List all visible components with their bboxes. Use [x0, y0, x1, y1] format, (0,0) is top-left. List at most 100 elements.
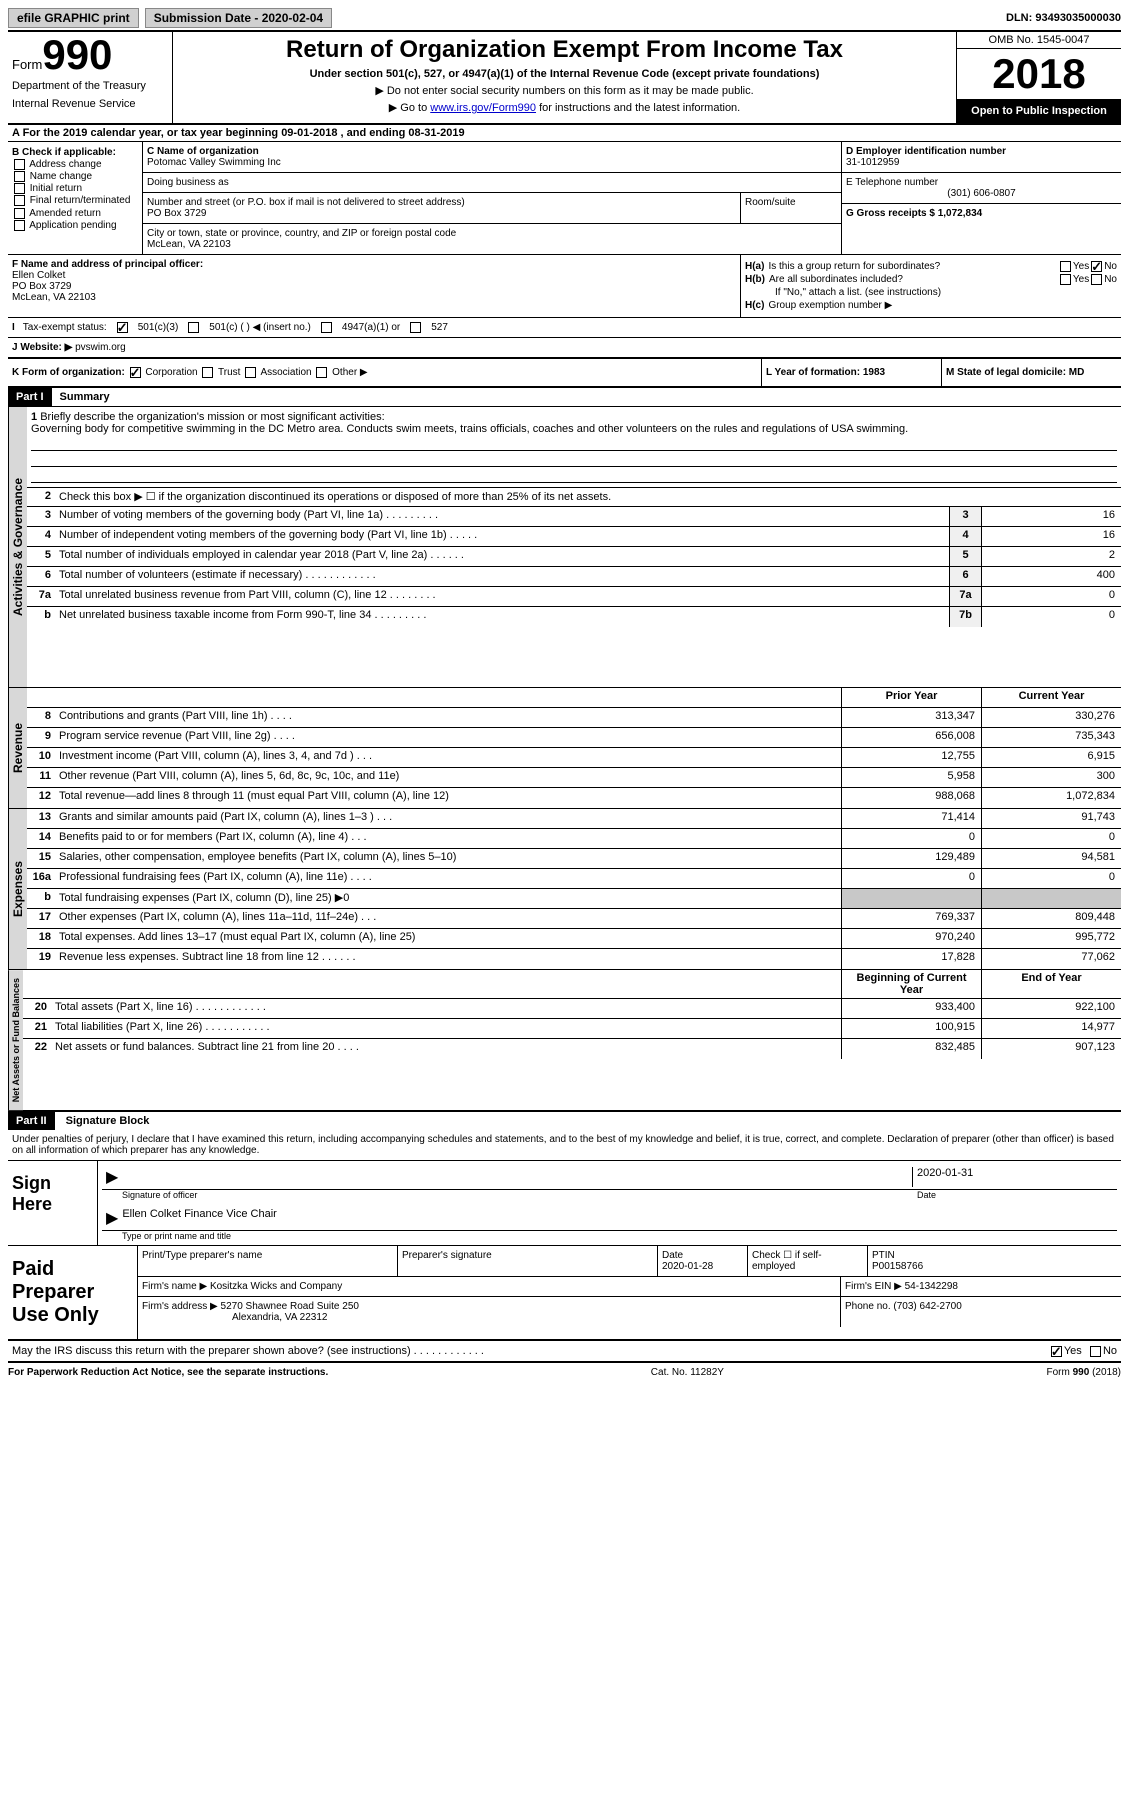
- phone-value: (301) 606-0807: [846, 188, 1117, 199]
- self-employed-check: Check ☐ if self-employed: [748, 1246, 868, 1276]
- room-suite: Room/suite: [741, 193, 841, 223]
- org-name: Potomac Valley Swimming Inc: [147, 157, 837, 168]
- net-assets-label: Net Assets or Fund Balances: [8, 970, 23, 1110]
- year-formation: L Year of formation: 1983: [761, 359, 941, 386]
- revenue-label: Revenue: [8, 688, 27, 808]
- summary-line: 21 Total liabilities (Part X, line 26) .…: [23, 1019, 1121, 1039]
- form-label: Form: [12, 57, 42, 72]
- top-bar: efile GRAPHIC print Submission Date - 20…: [8, 8, 1121, 32]
- summary-line: 16a Professional fundraising fees (Part …: [27, 869, 1121, 889]
- activities-governance-label: Activities & Governance: [8, 407, 27, 687]
- form-header: Form990 Department of the Treasury Inter…: [8, 32, 1121, 125]
- checkbox-amended[interactable]: [14, 208, 25, 219]
- instruction-2: ▶ Go to www.irs.gov/Form990 for instruct…: [177, 101, 952, 114]
- submission-date-button[interactable]: Submission Date - 2020-02-04: [145, 8, 332, 28]
- discuss-no-checkbox[interactable]: [1090, 1346, 1101, 1357]
- ha-no-checkbox[interactable]: [1091, 261, 1102, 272]
- checkbox-name-change[interactable]: [14, 171, 25, 182]
- k-assoc-checkbox[interactable]: [245, 367, 256, 378]
- 4947-checkbox[interactable]: [321, 322, 332, 333]
- summary-line: 11 Other revenue (Part VIII, column (A),…: [27, 768, 1121, 788]
- firm-addr2: Alexandria, VA 22312: [142, 1312, 836, 1323]
- officer-name: Ellen Colket: [12, 270, 736, 281]
- summary-line: 8 Contributions and grants (Part VIII, l…: [27, 708, 1121, 728]
- summary-line: 18 Total expenses. Add lines 13–17 (must…: [27, 929, 1121, 949]
- summary-line: 17 Other expenses (Part IX, column (A), …: [27, 909, 1121, 929]
- paid-preparer-label: Paid Preparer Use Only: [8, 1246, 138, 1339]
- summary-line: 15 Salaries, other compensation, employe…: [27, 849, 1121, 869]
- firm-phone: (703) 642-2700: [893, 1301, 961, 1312]
- summary-line: b Total fundraising expenses (Part IX, c…: [27, 889, 1121, 909]
- firm-addr1: 5270 Shawnee Road Suite 250: [221, 1301, 359, 1312]
- ptin-value: P00158766: [872, 1261, 1117, 1272]
- summary-line: 9 Program service revenue (Part VIII, li…: [27, 728, 1121, 748]
- summary-line: 10 Investment income (Part VIII, column …: [27, 748, 1121, 768]
- checkbox-app-pending[interactable]: [14, 220, 25, 231]
- sign-arrow-icon: ▶: [106, 1167, 118, 1187]
- officer-addr2: McLean, VA 22103: [12, 292, 736, 303]
- summary-line: 4 Number of independent voting members o…: [27, 527, 1121, 547]
- website-value: pvswim.org: [75, 342, 126, 353]
- k-trust-checkbox[interactable]: [202, 367, 213, 378]
- summary-line: 7a Total unrelated business revenue from…: [27, 587, 1121, 607]
- sign-here-label: Sign Here: [8, 1161, 98, 1245]
- expenses-label: Expenses: [8, 809, 27, 969]
- summary-line: 3 Number of voting members of the govern…: [27, 507, 1121, 527]
- footer-form: Form 990 (2018): [1047, 1367, 1121, 1378]
- ein-value: 31-1012959: [846, 157, 1117, 168]
- mission-text: Governing body for competitive swimming …: [31, 423, 1117, 435]
- dept-treasury: Department of the Treasury: [12, 80, 168, 92]
- summary-line: 5 Total number of individuals employed i…: [27, 547, 1121, 567]
- checkbox-address-change[interactable]: [14, 159, 25, 170]
- summary-line: 22 Net assets or fund balances. Subtract…: [23, 1039, 1121, 1059]
- checkbox-initial-return[interactable]: [14, 183, 25, 194]
- instruction-1: ▶ Do not enter social security numbers o…: [177, 84, 952, 97]
- part-2-title: Signature Block: [58, 1112, 158, 1130]
- end-year-header: End of Year: [981, 970, 1121, 998]
- dln-label: DLN: 93493035000030: [1006, 12, 1121, 24]
- prep-date: 2020-01-28: [662, 1261, 743, 1272]
- dba-label: Doing business as: [147, 177, 837, 188]
- dept-irs: Internal Revenue Service: [12, 98, 168, 110]
- efile-print-button[interactable]: efile GRAPHIC print: [8, 8, 139, 28]
- beginning-year-header: Beginning of Current Year: [841, 970, 981, 998]
- org-city: McLean, VA 22103: [147, 239, 837, 250]
- section-b-checkboxes: B Check if applicable: Address change Na…: [8, 142, 143, 254]
- omb-number: OMB No. 1545-0047: [957, 32, 1121, 49]
- form-subtitle: Under section 501(c), 527, or 4947(a)(1)…: [177, 68, 952, 80]
- 501c-checkbox[interactable]: [188, 322, 199, 333]
- discuss-text: May the IRS discuss this return with the…: [12, 1345, 1049, 1357]
- firm-ein: 54-1342298: [905, 1281, 958, 1292]
- summary-line: 19 Revenue less expenses. Subtract line …: [27, 949, 1121, 969]
- discuss-yes-checkbox[interactable]: [1051, 1346, 1062, 1357]
- org-address: PO Box 3729: [147, 208, 736, 219]
- part-2-header: Part II: [8, 1112, 55, 1130]
- summary-line: 13 Grants and similar amounts paid (Part…: [27, 809, 1121, 829]
- footer-paperwork: For Paperwork Reduction Act Notice, see …: [8, 1367, 328, 1378]
- irs-link[interactable]: www.irs.gov/Form990: [430, 102, 536, 114]
- summary-line: 6 Total number of volunteers (estimate i…: [27, 567, 1121, 587]
- officer-signature: Ellen Colket Finance Vice Chair: [122, 1208, 276, 1228]
- state-domicile: M State of legal domicile: MD: [941, 359, 1121, 386]
- k-other-checkbox[interactable]: [316, 367, 327, 378]
- gross-receipts: G Gross receipts $ 1,072,834: [846, 208, 982, 219]
- firm-name: Kositzka Wicks and Company: [210, 1281, 342, 1292]
- tax-year: 2018: [957, 49, 1121, 99]
- part-1-title: Summary: [52, 388, 118, 406]
- 527-checkbox[interactable]: [410, 322, 421, 333]
- current-year-header: Current Year: [981, 688, 1121, 707]
- summary-line: b Net unrelated business taxable income …: [27, 607, 1121, 627]
- form-title: Return of Organization Exempt From Incom…: [177, 36, 952, 64]
- summary-line: 20 Total assets (Part X, line 16) . . . …: [23, 999, 1121, 1019]
- prior-year-header: Prior Year: [841, 688, 981, 707]
- public-inspection: Open to Public Inspection: [957, 99, 1121, 123]
- hb-no-checkbox[interactable]: [1091, 274, 1102, 285]
- checkbox-final-return[interactable]: [14, 195, 25, 206]
- section-a: A For the 2019 calendar year, or tax yea…: [8, 125, 1121, 142]
- ha-yes-checkbox[interactable]: [1060, 261, 1071, 272]
- sign-arrow-icon-2: ▶: [106, 1208, 118, 1228]
- form-number: 990: [42, 31, 112, 78]
- 501c3-checkbox[interactable]: [117, 322, 128, 333]
- k-corp-checkbox[interactable]: [130, 367, 141, 378]
- hb-yes-checkbox[interactable]: [1060, 274, 1071, 285]
